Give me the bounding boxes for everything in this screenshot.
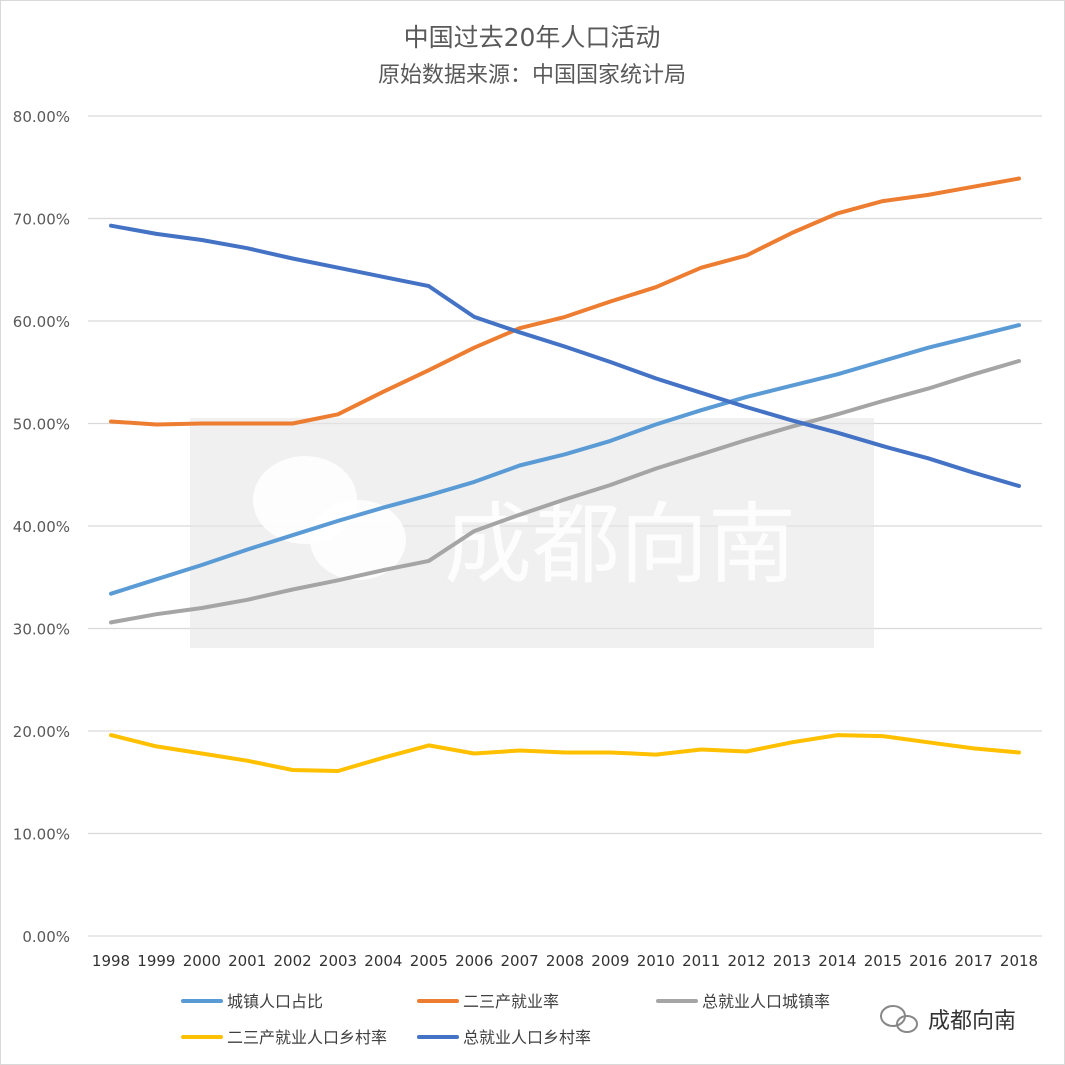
y-tick-label: 40.00% xyxy=(13,518,70,536)
y-tick-label: 60.00% xyxy=(13,313,70,331)
legend-label: 城镇人口占比 xyxy=(227,992,323,1011)
series-lines xyxy=(109,176,1021,773)
x-tick-label: 2009 xyxy=(591,952,629,970)
series-line xyxy=(109,176,1021,427)
x-tick-label: 1999 xyxy=(137,952,175,970)
series-line xyxy=(109,323,1021,596)
legend-label: 总就业人口乡村率 xyxy=(463,1028,591,1047)
x-tick-label: 2008 xyxy=(546,952,584,970)
x-tick-label: 2017 xyxy=(955,952,993,970)
x-tick-label: 2013 xyxy=(773,952,811,970)
x-tick-label: 2004 xyxy=(364,952,402,970)
x-tick-label: 2002 xyxy=(274,952,312,970)
y-tick-label: 30.00% xyxy=(13,621,70,639)
chart-subtitle: 原始数据来源：中国国家统计局 xyxy=(378,63,686,88)
x-tick-label: 2015 xyxy=(864,952,902,970)
y-tick-label: 20.00% xyxy=(13,723,70,741)
series-line xyxy=(109,359,1021,625)
legend-label: 二三产就业率 xyxy=(463,992,559,1011)
x-tick-label: 2012 xyxy=(728,952,766,970)
x-tick-label: 2001 xyxy=(228,952,266,970)
y-tick-label: 10.00% xyxy=(13,826,70,844)
y-axis-ticks: 0.00% 10.00% 20.00% 30.00% 40.00% 50.00% 60.00… xyxy=(13,108,70,946)
x-axis-ticks: 1998 1999 2000 2001 2002 2003 2004 2005 2006 2007… xyxy=(92,952,1038,970)
legend-label: 总就业人口城镇率 xyxy=(702,992,830,1011)
x-tick-label: 2007 xyxy=(501,952,539,970)
series-line xyxy=(109,733,1021,773)
y-tick-label: 80.00% xyxy=(13,108,70,126)
series-line xyxy=(109,223,1021,488)
x-tick-label: 2006 xyxy=(455,952,493,970)
y-tick-label: 70.00% xyxy=(13,211,70,229)
x-tick-label: 2010 xyxy=(637,952,675,970)
x-tick-label: 2014 xyxy=(818,952,856,970)
wechat-small-icon xyxy=(880,1005,918,1033)
x-tick-label: 2018 xyxy=(1000,952,1038,970)
legend-label: 二三产就业人口乡村率 xyxy=(227,1028,387,1047)
x-tick-label: 2016 xyxy=(909,952,947,970)
x-tick-label: 2000 xyxy=(183,952,221,970)
watermark-text: 成都向南 xyxy=(444,493,796,596)
chart-title: 中国过去20年人口活动 xyxy=(404,23,661,52)
brand-mark: 成都向南 xyxy=(880,1005,1016,1034)
brand-text: 成都向南 xyxy=(928,1009,1016,1034)
y-tick-label: 0.00% xyxy=(22,928,70,946)
x-tick-label: 2011 xyxy=(682,952,720,970)
x-tick-label: 1998 xyxy=(92,952,130,970)
x-tick-label: 2005 xyxy=(410,952,448,970)
watermark: 成都向南 xyxy=(190,418,874,648)
y-tick-label: 50.00% xyxy=(13,416,70,434)
x-tick-label: 2003 xyxy=(319,952,357,970)
